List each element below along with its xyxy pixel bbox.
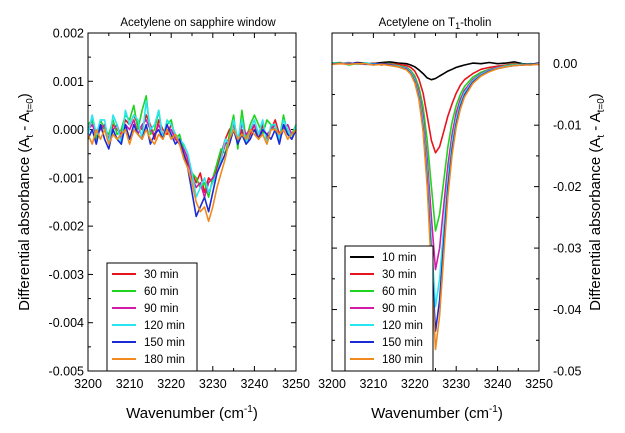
legend-entry: 10 min	[382, 252, 417, 264]
y-tick-label: -0.003	[49, 268, 84, 282]
left-legend: 30 min 60 min 90 min 120 min 150 min 180 min	[106, 262, 198, 372]
y-tick-label: -0.001	[49, 171, 84, 185]
right-x-axis-title: Wavenumber (cm-1)	[371, 404, 503, 422]
legend-entry: 120 min	[382, 320, 423, 332]
left-x-axis-title: Wavenumber (cm-1)	[126, 404, 258, 422]
legend-box	[106, 262, 198, 372]
right-series-lines	[331, 61, 540, 351]
left-series-lines	[87, 95, 297, 223]
x-tick-label: 3230	[442, 377, 470, 391]
y-tick-label: -0.03	[553, 242, 582, 256]
right-legend: 10 min 30 min 60 min 90 min 120 min 150 min 18…	[344, 245, 434, 372]
x-tick-label: 3240	[240, 377, 268, 391]
legend-entry: 180 min	[144, 354, 185, 366]
y-tick-label: -0.01	[553, 119, 582, 133]
right-x-tick-labels: 3200 3210 3220 3230 3240 3250	[318, 377, 553, 391]
x-tick-label: 3210	[359, 377, 387, 391]
y-tick-label: -0.04	[553, 303, 582, 317]
legend-entry: 90 min	[144, 303, 179, 315]
y-tick-label: 0.00	[553, 57, 577, 71]
legend-entry: 90 min	[382, 303, 417, 315]
right-y-tick-labels: 0.00 -0.01 -0.02 -0.03 -0.04 -0.05	[553, 57, 582, 378]
series-line-180-min	[87, 128, 297, 223]
y-tick-label: -0.02	[553, 180, 582, 194]
legend-entry: 150 min	[144, 337, 185, 349]
y-tick-label: 0.001	[53, 75, 84, 89]
x-tick-label: 3220	[401, 377, 429, 391]
legend-entry: 30 min	[144, 269, 179, 281]
y-tick-label: 0.000	[53, 123, 84, 137]
right-y-axis-title: Differential absorbance (At - At=0)	[587, 93, 607, 311]
left-y-tick-labels: 0.002 0.001 0.000 -0.001 -0.002 -0.003 -0.004 -…	[49, 27, 85, 379]
right-chart-title: Acetylene on T1-tholin	[379, 17, 492, 31]
x-tick-label: 3200	[74, 377, 102, 391]
left-chart-title: Acetylene on sapphire window	[120, 17, 276, 29]
y-tick-label: 0.002	[53, 27, 84, 41]
y-tick-label: -0.004	[49, 316, 84, 330]
series-line-90-min	[331, 62, 540, 271]
series-line-30-min	[331, 61, 540, 154]
x-tick-label: 3210	[116, 377, 144, 391]
y-tick-label: -0.05	[553, 365, 582, 379]
y-tick-label: -0.002	[49, 220, 84, 234]
series-line-180-min	[331, 62, 540, 351]
legend-entry: 60 min	[382, 286, 417, 298]
left-x-tick-labels: 3200 3210 3220 3230 3240 3250	[74, 377, 310, 391]
left-y-axis-title: Differential absorbance (At - At=0)	[16, 93, 36, 311]
right-plot-frame	[331, 32, 540, 372]
series-line-60-min	[331, 61, 540, 232]
x-tick-label: 3200	[318, 377, 346, 391]
legend-entry: 180 min	[382, 354, 423, 366]
x-tick-label: 3250	[282, 377, 310, 391]
legend-entry: 30 min	[382, 269, 417, 281]
legend-entry: 120 min	[144, 320, 185, 332]
x-tick-label: 3230	[199, 377, 227, 391]
chart-t1-tholin: Acetylene on T1-tholin 0.00 -0.01 -0.02 -0.…	[318, 17, 607, 422]
y-tick-label: -0.005	[49, 365, 84, 379]
series-line-150-min	[87, 123, 297, 218]
x-tick-label: 3220	[157, 377, 185, 391]
x-tick-label: 3240	[484, 377, 512, 391]
legend-entry: 60 min	[144, 286, 179, 298]
x-tick-label: 3250	[525, 377, 553, 391]
legend-entry: 150 min	[382, 337, 423, 349]
chart-sapphire-window: Acetylene on sapphire window 0.0020.0010…	[16, 17, 310, 422]
